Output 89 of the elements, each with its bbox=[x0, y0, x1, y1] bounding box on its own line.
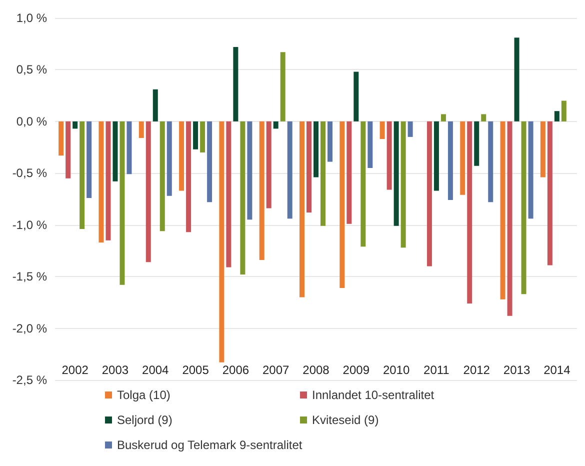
bar bbox=[280, 52, 286, 122]
legend-label: Innlandet 10-sentralitet bbox=[312, 388, 435, 402]
x-tick-label: 2011 bbox=[424, 363, 450, 377]
bar bbox=[434, 121, 439, 191]
bar bbox=[193, 121, 198, 150]
bar bbox=[266, 121, 272, 208]
bar bbox=[207, 121, 212, 202]
bar bbox=[448, 121, 453, 200]
y-tick-label: 0,0 % bbox=[16, 114, 48, 128]
bar bbox=[514, 38, 520, 122]
x-tick-label: 2006 bbox=[222, 363, 250, 377]
bar bbox=[346, 121, 352, 224]
x-tick-label: 2009 bbox=[342, 363, 370, 377]
bar bbox=[474, 121, 480, 166]
bar bbox=[179, 121, 184, 191]
bar bbox=[467, 121, 472, 304]
y-tick-label: -2,0 % bbox=[12, 321, 48, 336]
x-tick-label: 2002 bbox=[62, 363, 89, 377]
y-tick-label: -0,5 % bbox=[12, 166, 48, 180]
bar bbox=[259, 121, 264, 260]
x-tick-label: 2005 bbox=[182, 363, 210, 377]
bar bbox=[540, 121, 546, 178]
bar bbox=[80, 121, 85, 229]
bar bbox=[440, 114, 446, 122]
bar bbox=[394, 121, 399, 226]
bar bbox=[247, 121, 252, 220]
bar bbox=[507, 121, 512, 316]
x-tick-label: 2014 bbox=[544, 363, 571, 377]
bar bbox=[380, 121, 385, 140]
bar bbox=[287, 121, 292, 219]
bar bbox=[126, 121, 132, 174]
y-tick-label: 0,5 % bbox=[16, 62, 48, 77]
bar bbox=[58, 121, 64, 156]
bar bbox=[160, 121, 165, 232]
bar bbox=[320, 121, 326, 226]
bar bbox=[233, 46, 238, 122]
bar bbox=[273, 121, 278, 129]
bar bbox=[219, 121, 224, 362]
bar bbox=[360, 121, 366, 247]
bar bbox=[166, 121, 172, 196]
legend-label: Tolga (10) bbox=[117, 388, 170, 402]
bar bbox=[561, 100, 566, 122]
x-tick-label: 2013 bbox=[503, 363, 530, 377]
bar bbox=[106, 121, 111, 240]
bar bbox=[138, 121, 144, 138]
bar bbox=[528, 121, 534, 219]
x-tick-label: 2012 bbox=[463, 363, 490, 377]
y-tick-label: -2,5 % bbox=[12, 373, 48, 387]
bar bbox=[340, 121, 345, 288]
y-tick-label: -1,0 % bbox=[12, 218, 48, 232]
bar bbox=[72, 121, 78, 129]
y-tick-label: 1,0 % bbox=[16, 11, 48, 25]
bar bbox=[314, 121, 318, 178]
bar bbox=[354, 72, 359, 122]
bar bbox=[112, 121, 118, 182]
bar bbox=[66, 121, 71, 178]
bar bbox=[460, 121, 466, 195]
bar bbox=[500, 121, 506, 300]
bar bbox=[240, 121, 246, 275]
bar bbox=[86, 121, 92, 198]
x-tick-label: 2003 bbox=[102, 363, 129, 377]
bar bbox=[554, 111, 560, 122]
legend-label: Seljord (9) bbox=[117, 413, 172, 427]
bar bbox=[408, 121, 413, 137]
bar bbox=[152, 89, 158, 122]
x-tick-label: 2007 bbox=[262, 363, 290, 377]
bar bbox=[306, 121, 312, 212]
bar bbox=[426, 121, 432, 266]
bar bbox=[488, 121, 494, 202]
bar bbox=[200, 121, 206, 152]
bar bbox=[328, 121, 332, 162]
bar bbox=[521, 121, 526, 294]
legend-label: Buskerud og Telemark 9-sentralitet bbox=[117, 438, 303, 452]
bar bbox=[146, 121, 151, 262]
x-tick-label: 2010 bbox=[382, 363, 410, 377]
bar bbox=[368, 121, 373, 168]
x-tick-label: 2004 bbox=[142, 363, 170, 377]
bar bbox=[386, 121, 392, 190]
x-tick-label: 2008 bbox=[302, 363, 330, 377]
bar bbox=[98, 121, 104, 242]
bar bbox=[547, 121, 552, 266]
bar bbox=[120, 121, 125, 285]
legend-label: Kviteseid (9) bbox=[312, 413, 379, 427]
bar bbox=[186, 121, 192, 232]
bar bbox=[481, 114, 486, 122]
y-tick-label: -1,5 % bbox=[12, 270, 48, 284]
bar bbox=[300, 121, 304, 298]
bar bbox=[400, 121, 406, 248]
bar bbox=[226, 121, 232, 268]
